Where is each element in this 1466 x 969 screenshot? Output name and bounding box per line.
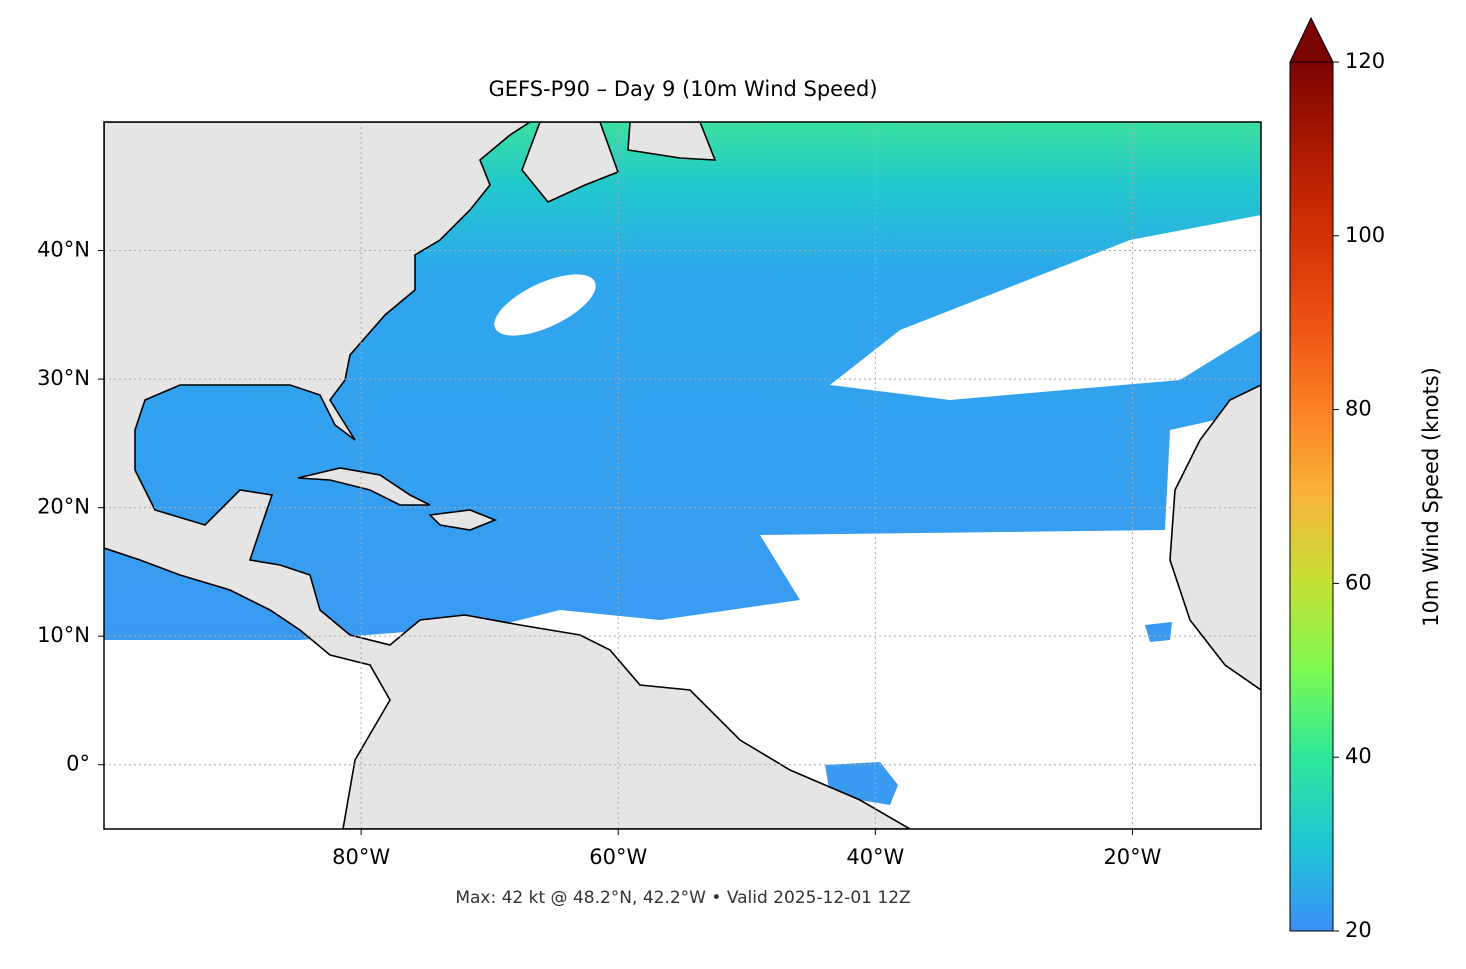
colorbar-label: 10m Wind Speed (knots): [1419, 367, 1443, 627]
canada-east: [521, 122, 620, 203]
wind-patch: [1145, 622, 1172, 642]
colorbar-tick-label: 20: [1345, 918, 1372, 942]
greenland-tip: [627, 122, 717, 161]
colorbar: [1289, 61, 1334, 932]
colorbar-tick-label: 120: [1345, 49, 1385, 73]
colorbar-tick-label: 40: [1345, 744, 1372, 768]
x-tick-label: 20°W: [1103, 845, 1161, 869]
x-tick-label: 80°W: [332, 845, 390, 869]
y-tick-label: 30°N: [37, 366, 90, 390]
calm-area: [494, 274, 596, 336]
y-tick-label: 0°: [66, 752, 90, 776]
colorbar-tick-label: 100: [1345, 223, 1385, 247]
x-tick-label: 40°W: [846, 845, 904, 869]
colorbar-tick-label: 60: [1345, 570, 1372, 594]
y-tick-label: 40°N: [37, 238, 90, 262]
map-frame: [103, 121, 1262, 830]
x-tick-label: 60°W: [589, 845, 647, 869]
colorbar-tick-label: 80: [1345, 397, 1372, 421]
calm-area: [830, 215, 1261, 400]
y-tick-label: 20°N: [37, 495, 90, 519]
footer-note: Max: 42 kt @ 48.2°N, 42.2°W • Valid 2025…: [455, 888, 910, 908]
map-area: [104, 122, 1261, 829]
colorbar-extend: [1289, 16, 1334, 63]
americas: [104, 122, 912, 829]
hispaniola: [428, 509, 498, 531]
africa: [1169, 384, 1261, 691]
chart-title: GEFS-P90 – Day 9 (10m Wind Speed): [488, 77, 877, 101]
y-tick-label: 10°N: [37, 623, 90, 647]
cuba: [297, 467, 431, 506]
